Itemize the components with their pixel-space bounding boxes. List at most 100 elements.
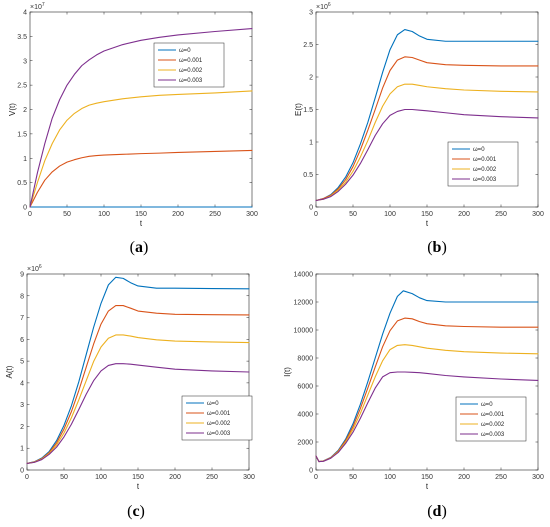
y-tick-label: 4 <box>23 10 27 17</box>
y-tick-label: 2 <box>23 107 27 114</box>
subplot-label: (b) <box>427 239 447 256</box>
legend-entry: ω=0.003 <box>207 431 231 437</box>
y-tick-label: 3.5 <box>17 34 27 41</box>
y-tick-label: 5 <box>20 359 24 366</box>
subplot-label: (d) <box>427 503 447 520</box>
x-tick-label: 50 <box>349 474 357 481</box>
x-tick-label: 0 <box>25 474 29 481</box>
legend-entry: ω=0.001 <box>473 157 497 163</box>
y-tick-label: 8000 <box>297 356 313 363</box>
series-line-2 <box>29 90 253 208</box>
x-axis-label: t <box>426 482 429 491</box>
y-tick-label: 9 <box>20 272 24 279</box>
x-axis-label: t <box>137 482 140 491</box>
x-tick-label: 100 <box>98 211 110 218</box>
subplot-label: (a) <box>130 239 149 256</box>
y-tick-label: 2 <box>309 75 313 82</box>
x-tick-label: 200 <box>458 211 470 218</box>
plot-area <box>29 11 253 208</box>
x-tick-label: 250 <box>209 211 221 218</box>
x-tick-label: 150 <box>421 474 433 481</box>
x-tick-label: 250 <box>206 474 218 481</box>
x-tick-label: 250 <box>495 211 507 218</box>
y-tick-label: 4000 <box>297 412 313 419</box>
y-tick-label: 3 <box>20 402 24 409</box>
y-tick-label: 7 <box>20 315 24 322</box>
y-tick-label: 0 <box>23 205 27 212</box>
plot-area <box>26 273 250 471</box>
y-axis-exponent: ×106 <box>316 2 331 11</box>
y-tick-label: 6 <box>20 337 24 344</box>
y-tick-label: 2 <box>20 424 24 431</box>
y-tick-label: 0 <box>20 468 24 475</box>
legend-entry: ω=0.003 <box>179 78 203 84</box>
y-tick-label: 4 <box>20 380 24 387</box>
y-tick-label: 8 <box>20 293 24 300</box>
legend-entry: ω=0 <box>207 401 219 407</box>
y-tick-label: 2000 <box>297 440 313 447</box>
y-tick-label: 10000 <box>294 328 314 335</box>
y-tick-label: 3 <box>309 10 313 17</box>
legend-entry: ω=0.003 <box>481 432 505 438</box>
series-line-2 <box>315 83 539 202</box>
y-axis-exponent: ×107 <box>30 2 45 11</box>
series-line-0 <box>26 276 250 465</box>
legend-entry: ω=0 <box>179 48 191 54</box>
y-tick-label: 3 <box>23 58 27 65</box>
x-axis-label: t <box>426 219 429 228</box>
chart-panel-0: 0 50 100 150 200 250 300 0 0.5 1 1.5 2 2.5 3 3.5 4×107 t… <box>8 2 258 256</box>
x-axis-label: t <box>140 219 143 228</box>
legend-entry: ω=0.001 <box>207 411 231 417</box>
legend-entry: ω=0 <box>473 147 485 153</box>
y-tick-label: 1 <box>23 156 27 163</box>
legend: ω=0 ω=0.001 ω=0.002 ω=0.003 <box>447 141 519 187</box>
x-tick-label: 50 <box>63 211 71 218</box>
x-tick-label: 50 <box>60 474 68 481</box>
x-tick-label: 100 <box>384 474 396 481</box>
series-line-3 <box>26 363 250 465</box>
x-tick-label: 0 <box>314 211 318 218</box>
legend: ω=0 ω=0.001 ω=0.002 ω=0.003 <box>153 42 225 88</box>
y-tick-label: 0 <box>309 205 313 212</box>
y-axis-label: A(t) <box>5 365 14 378</box>
x-tick-label: 200 <box>169 474 181 481</box>
x-tick-label: 200 <box>172 211 184 218</box>
series-line-0 <box>315 29 539 202</box>
x-tick-label: 300 <box>532 211 544 218</box>
legend-entry: ω=0 <box>481 402 493 408</box>
x-tick-label: 150 <box>135 211 147 218</box>
y-tick-label: 1 <box>20 446 24 453</box>
series-line-3 <box>315 108 539 202</box>
x-tick-label: 150 <box>132 474 144 481</box>
series-line-3 <box>29 28 253 208</box>
y-axis-label: V(t) <box>8 103 17 116</box>
legend-entry: ω=0.002 <box>481 422 505 428</box>
y-axis-label: E(t) <box>294 103 303 116</box>
y-tick-label: 1 <box>309 140 313 147</box>
chart-panel-1: 0 50 100 150 200 250 300 0 0.5 1 1.5 2 2.5 3×106 t E(t)… <box>294 2 544 256</box>
legend-entry: ω=0.003 <box>473 177 497 183</box>
series-line-3 <box>315 371 539 463</box>
chart-panel-2: 0 50 100 150 200 250 300 0 1 2 3 4 5 6 7 8 9×106 t A(t) ω=0… <box>5 264 255 520</box>
y-tick-label: 2.5 <box>17 83 27 90</box>
series-line-1 <box>315 56 539 202</box>
x-tick-label: 250 <box>495 474 507 481</box>
legend-entry: ω=0.001 <box>481 412 505 418</box>
x-tick-label: 0 <box>314 474 318 481</box>
y-tick-label: 0 <box>309 468 313 475</box>
legend-entry: ω=0.002 <box>473 167 497 173</box>
y-tick-label: 6000 <box>297 384 313 391</box>
y-tick-label: 1.5 <box>17 131 27 138</box>
y-axis-label: I(t) <box>283 367 292 377</box>
legend-entry: ω=0.002 <box>179 68 203 74</box>
x-tick-label: 100 <box>95 474 107 481</box>
chart-panel-3: 0 50 100 150 200 250 300 0 2000 4000 6000 8000 10000… <box>283 272 544 521</box>
x-tick-label: 200 <box>458 474 470 481</box>
y-tick-label: 12000 <box>294 300 314 307</box>
x-tick-label: 50 <box>349 211 357 218</box>
series-line-1 <box>26 305 250 465</box>
y-tick-label: 1.5 <box>303 107 313 114</box>
x-tick-label: 300 <box>246 211 258 218</box>
y-axis-exponent: ×106 <box>27 264 42 273</box>
